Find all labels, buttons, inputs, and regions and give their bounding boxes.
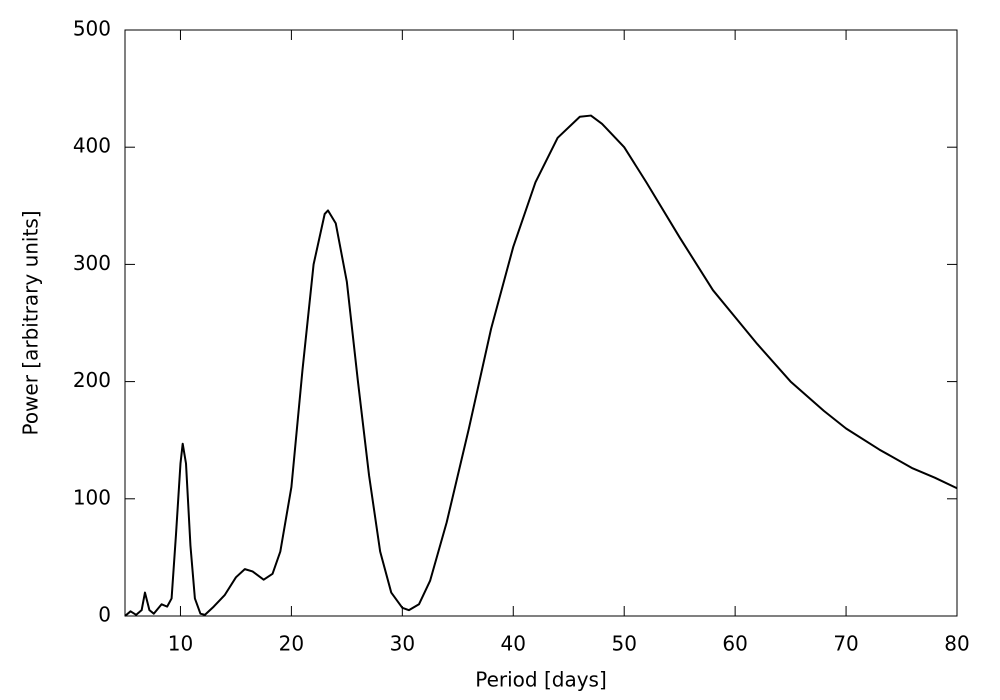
x-tick-label: 70: [833, 632, 858, 656]
x-tick-label: 30: [390, 632, 415, 656]
x-tick-label: 10: [168, 632, 193, 656]
x-tick-label: 50: [611, 632, 636, 656]
y-tick-label: 300: [73, 251, 111, 275]
y-axis-label: Power [arbitrary units]: [19, 210, 43, 435]
x-tick-label: 40: [501, 632, 526, 656]
line-series: [124, 114, 958, 617]
y-tick-label: 500: [73, 17, 111, 41]
x-tick-label: 80: [944, 632, 969, 656]
y-tick-label: 100: [73, 485, 111, 509]
y-tick-label: 400: [73, 134, 111, 158]
y-tick-label: 0: [98, 603, 111, 627]
plot-frame: [124, 29, 958, 617]
y-tick-label: 200: [73, 368, 111, 392]
x-axis-label: Period [days]: [475, 668, 607, 692]
x-tick-label: 60: [722, 632, 747, 656]
x-tick-label: 20: [279, 632, 304, 656]
